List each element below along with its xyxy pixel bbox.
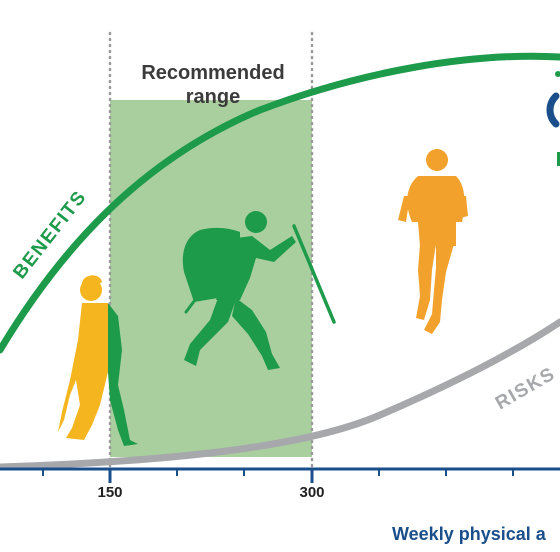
benefits-curve [0,52,560,354]
x-tick-label-300: 300 [299,484,324,501]
x-tick-label-150: 150 [97,484,122,501]
risks-curve [0,318,560,471]
x-axis-ticks [42,469,514,483]
benefits-curve-label: BENEFITS [9,187,91,283]
recommended-range-label-line1: Recommended [141,62,284,84]
walking-woman-icon [58,275,138,446]
partial-dot [555,71,560,77]
recommended-range-label-line2: range [186,86,240,108]
runner-icon [398,149,468,334]
risks-curve-label: RISKS [492,363,559,414]
partial-glyph [546,92,560,128]
hiker-icon [182,211,336,370]
x-axis-title: Weekly physical a [392,524,547,544]
partial-mark [557,152,560,166]
